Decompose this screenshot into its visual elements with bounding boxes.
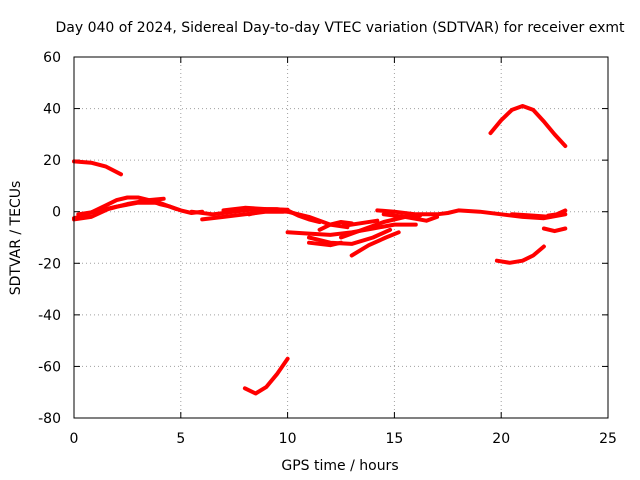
- y-axis-label: SDTVAR / TECUs: [8, 181, 24, 296]
- series-arc-late-high: [488, 104, 568, 148]
- series-arc-trough-5: [349, 230, 401, 258]
- data-series: [72, 104, 568, 396]
- plot-frame: [73, 56, 609, 419]
- series-arc-early-high: [72, 159, 123, 177]
- series-arc-trough-7: [341, 218, 380, 228]
- x-tick-label: 5: [176, 431, 185, 447]
- x-tick-label: 10: [279, 431, 297, 447]
- series-arc-late-low: [494, 244, 546, 265]
- chart-title: Day 040 of 2024, Sidereal Day-to-day VTE…: [56, 20, 626, 36]
- y-tick-label: 20: [43, 153, 61, 169]
- series-arc-trough-2: [307, 227, 393, 246]
- series-arc-mid-4: [221, 205, 290, 213]
- y-tick-label: -40: [38, 308, 61, 324]
- series-arc-late-2: [381, 212, 440, 223]
- series-arc-trough-3: [317, 220, 354, 232]
- x-tick-label: 0: [70, 431, 79, 447]
- x-tick-label: 25: [599, 431, 617, 447]
- series-arc-trough-6: [307, 240, 343, 248]
- y-tick-label: 0: [52, 205, 61, 221]
- x-axis-label: GPS time / hours: [281, 458, 398, 474]
- tick-labels: 0 5 10 15 20 25 -80 -60 -40 -20 0 20 40 60: [38, 50, 617, 447]
- grid: [74, 57, 608, 418]
- y-tick-label: 60: [43, 50, 61, 66]
- y-tick-label: -80: [38, 411, 61, 427]
- y-tick-label: 40: [43, 102, 61, 118]
- x-tick-label: 20: [492, 431, 510, 447]
- series-arc-dip: [242, 356, 290, 396]
- x-tick-label: 15: [385, 431, 403, 447]
- series-arc-early-low-3: [72, 196, 166, 222]
- series-arc-late-4: [541, 226, 568, 234]
- y-tick-label: -20: [38, 256, 61, 272]
- series-arc-late-5: [546, 208, 568, 218]
- series-arc-late-3: [509, 212, 553, 219]
- y-tick-label: -60: [38, 359, 61, 375]
